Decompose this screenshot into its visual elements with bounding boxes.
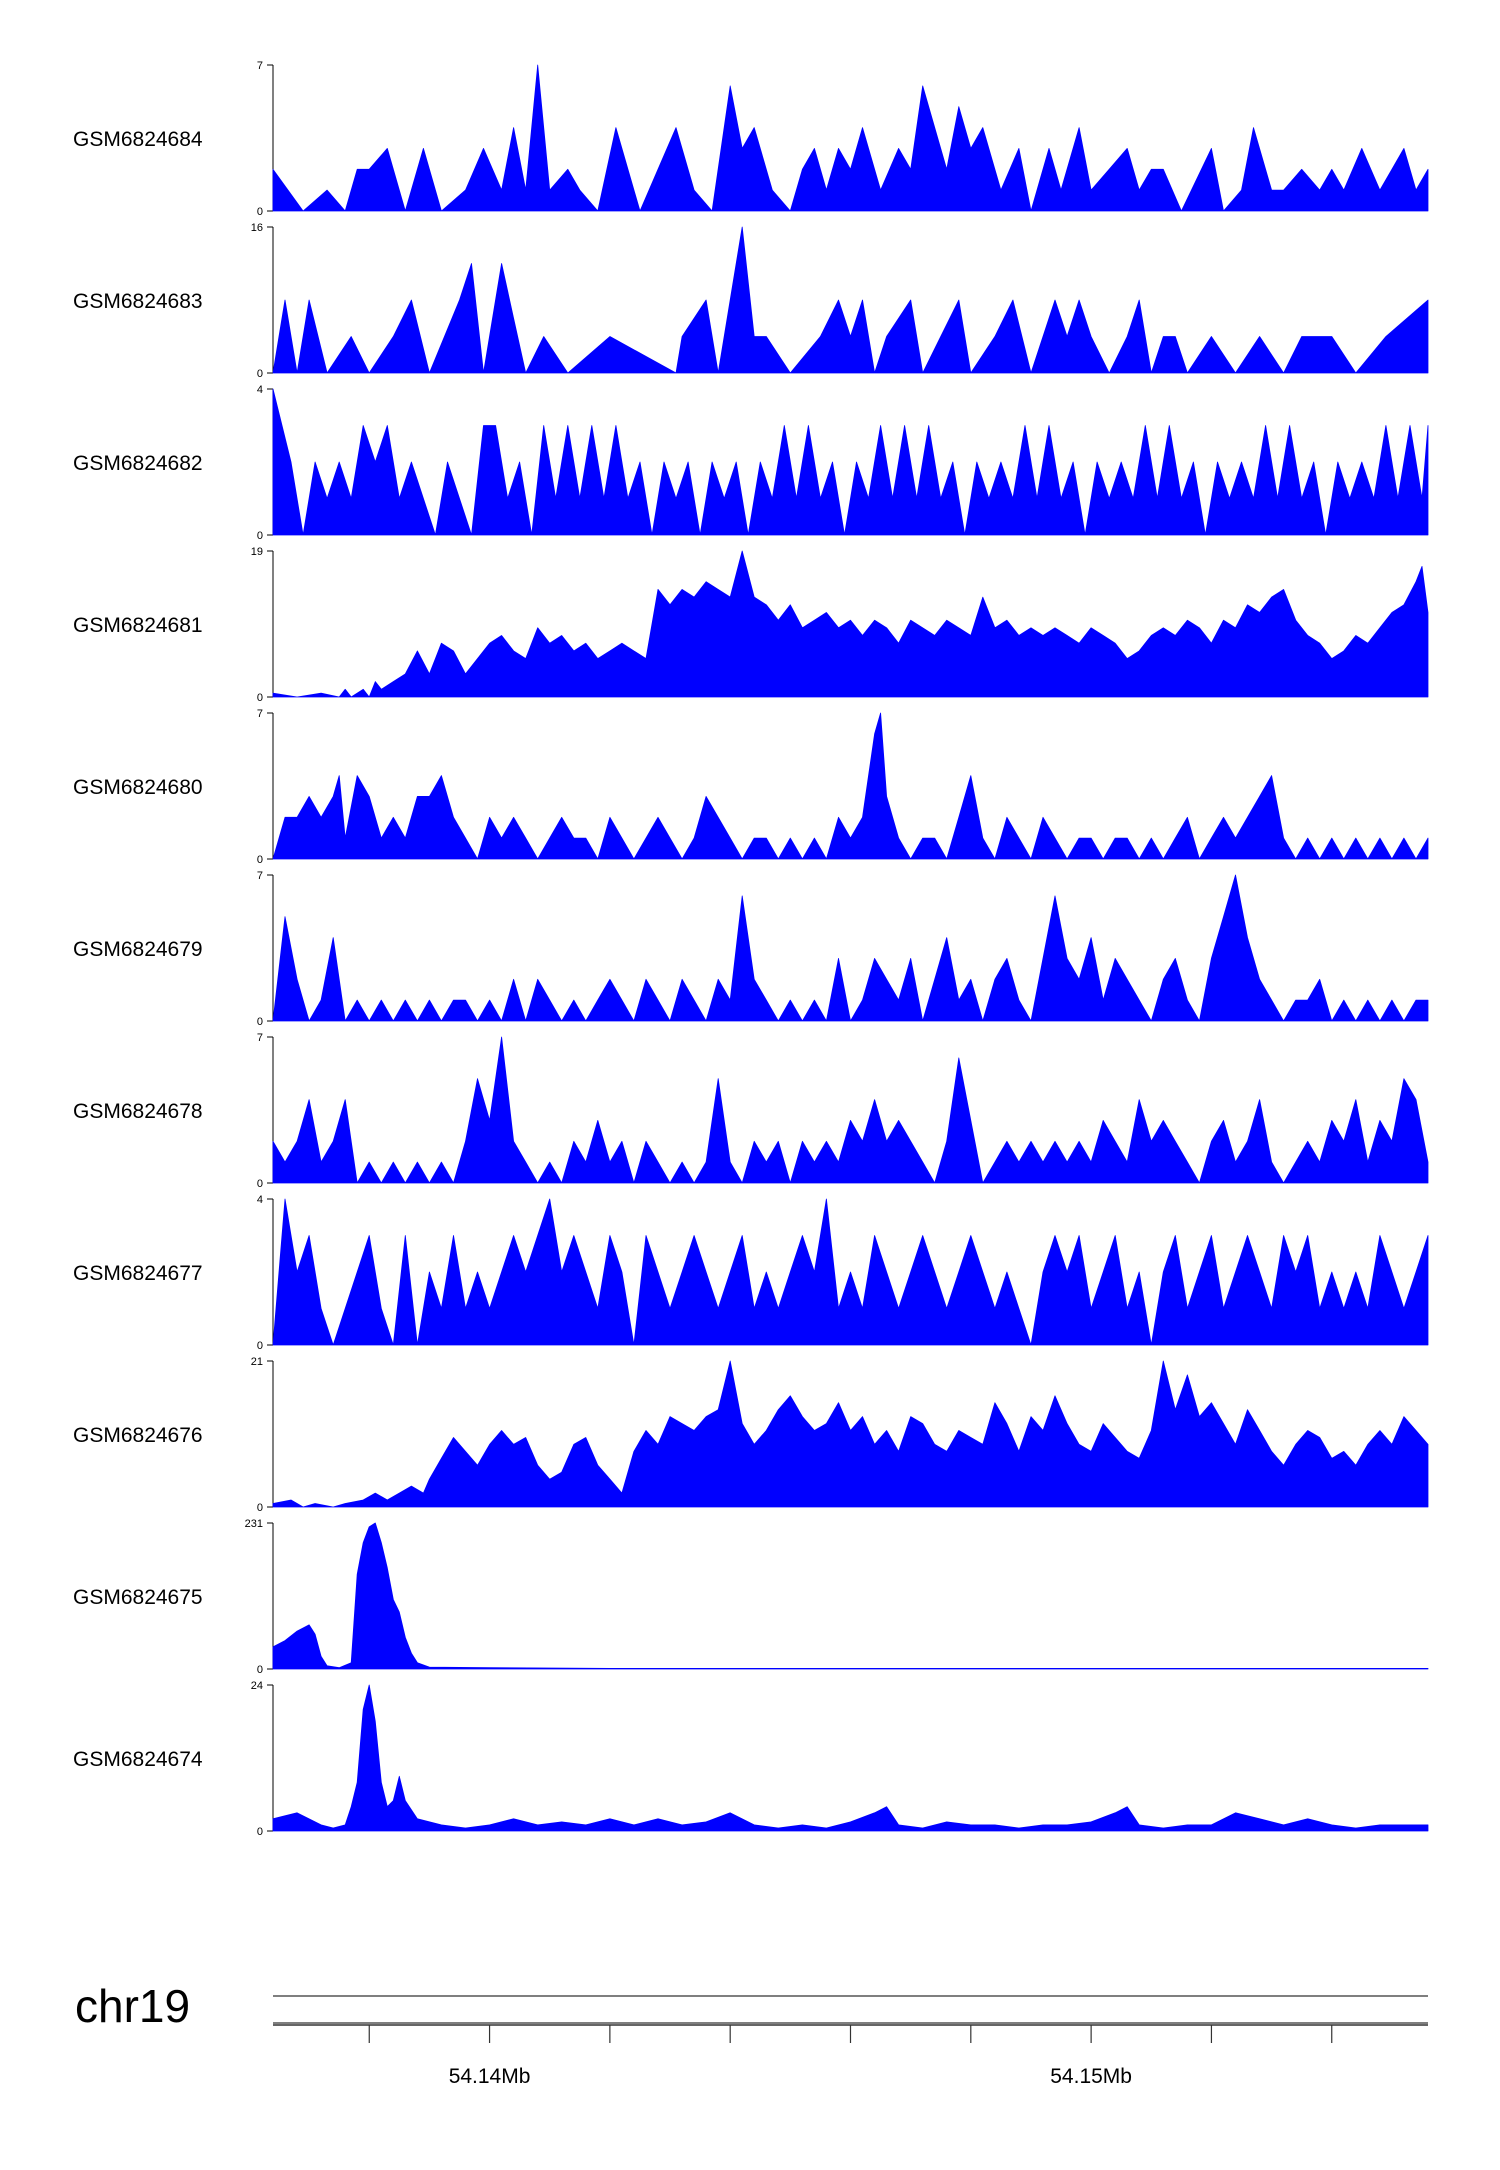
y-tick-label-min: 0 <box>257 1826 263 1838</box>
signal-area <box>272 1684 1429 1832</box>
signal-area <box>272 1198 1429 1346</box>
y-tick-label-min: 0 <box>257 854 263 866</box>
y-tick-label-max: 7 <box>257 870 263 882</box>
track-label: GSM6824679 <box>73 938 203 961</box>
track-label: GSM6824684 <box>73 128 203 151</box>
y-tick-label-min: 0 <box>257 368 263 380</box>
x-axis-ticks: 54.14Mb 54.15Mb <box>368 2025 1333 2088</box>
y-tick-label-min: 0 <box>257 1016 263 1028</box>
track-GSM6824682: GSM6824682 4 0 <box>73 384 1429 542</box>
x-tick-label: 54.14Mb <box>449 2065 531 2088</box>
y-tick-label-max: 4 <box>257 384 263 396</box>
track-GSM6824683: GSM6824683 16 0 <box>73 222 1429 380</box>
signal-area <box>272 64 1429 212</box>
y-tick-label-max: 24 <box>251 1680 263 1692</box>
track-GSM6824679: GSM6824679 7 0 <box>73 870 1429 1028</box>
y-tick-label-max: 19 <box>251 546 263 558</box>
y-tick-label-min: 0 <box>257 1502 263 1514</box>
y-tick-label-max: 7 <box>257 1032 263 1044</box>
y-tick-label-max: 16 <box>251 222 263 234</box>
track-label: GSM6824674 <box>73 1748 203 1771</box>
track-label: GSM6824681 <box>73 614 203 637</box>
track-label: GSM6824676 <box>73 1424 203 1447</box>
signal-area <box>272 1036 1429 1184</box>
track-GSM6824680: GSM6824680 7 0 <box>73 708 1429 866</box>
track-label: GSM6824675 <box>73 1586 203 1609</box>
y-tick-label-min: 0 <box>257 1178 263 1190</box>
track-GSM6824684: GSM6824684 7 0 <box>73 60 1429 218</box>
y-tick-label-max: 231 <box>245 1518 263 1530</box>
track-GSM6824677: GSM6824677 4 0 <box>73 1194 1429 1352</box>
track-GSM6824675: GSM6824675 231 0 <box>73 1518 1429 1676</box>
y-tick-label-min: 0 <box>257 530 263 542</box>
track-label: GSM6824682 <box>73 452 203 475</box>
track-label: GSM6824677 <box>73 1262 203 1285</box>
track-label: GSM6824683 <box>73 290 203 313</box>
y-tick-label-min: 0 <box>257 1664 263 1676</box>
y-tick-label-min: 0 <box>257 692 263 704</box>
track-label: GSM6824680 <box>73 776 203 799</box>
signal-area <box>272 712 1429 860</box>
track-GSM6824681: GSM6824681 19 0 <box>73 546 1429 704</box>
y-tick-label-max: 21 <box>251 1356 263 1368</box>
track-GSM6824676: GSM6824676 21 0 <box>73 1356 1429 1514</box>
chromosome-axis: chr19 54.14Mb 54.15Mb <box>75 1980 1428 2088</box>
signal-area <box>272 1360 1429 1508</box>
track-GSM6824678: GSM6824678 7 0 <box>73 1032 1429 1190</box>
y-tick-label-max: 7 <box>257 708 263 720</box>
signal-area <box>272 1522 1429 1670</box>
signal-area <box>272 874 1429 1022</box>
y-tick-label-min: 0 <box>257 1340 263 1352</box>
y-tick-label-max: 7 <box>257 60 263 72</box>
signal-area <box>272 226 1429 374</box>
y-tick-label-max: 4 <box>257 1194 263 1206</box>
x-tick-label: 54.15Mb <box>1050 2065 1132 2088</box>
signal-tracks: GSM682468470GSM6824683160GSM682468240GSM… <box>73 60 1429 1838</box>
track-label: GSM6824678 <box>73 1100 203 1123</box>
track-GSM6824674: GSM6824674 24 0 <box>73 1680 1429 1838</box>
signal-area <box>272 550 1429 698</box>
y-tick-label-min: 0 <box>257 206 263 218</box>
signal-area <box>272 388 1429 536</box>
chromosome-label: chr19 <box>75 1980 190 2032</box>
